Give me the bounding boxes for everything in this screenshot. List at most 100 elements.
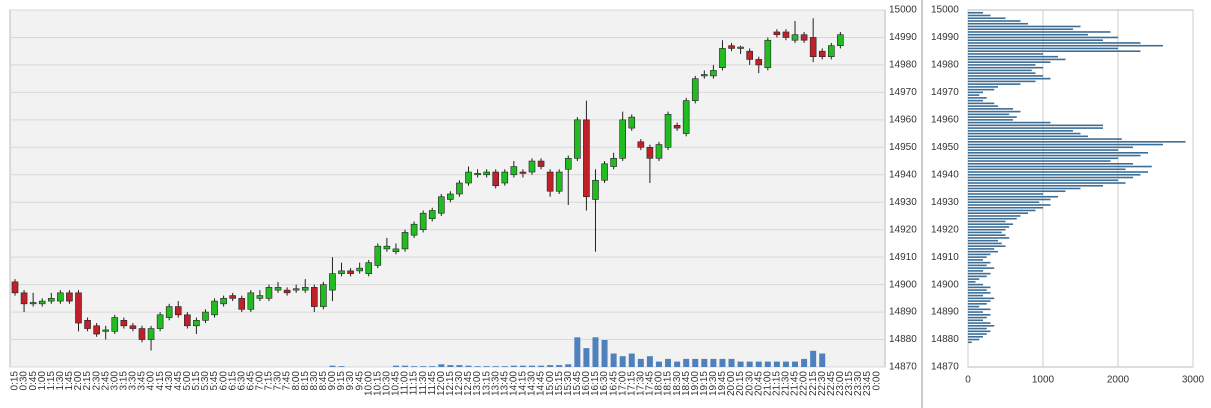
candle-body <box>211 300 218 316</box>
candle-body <box>682 100 690 134</box>
x-tick-label: 20:45 <box>753 371 764 396</box>
profile-bar <box>968 171 1148 173</box>
profile-bar <box>968 88 995 91</box>
volume-bar <box>819 353 826 367</box>
x-tick-label: 6:00 <box>218 371 229 391</box>
profile-y-tick-label: 14950 <box>931 142 959 153</box>
candle-body <box>401 232 409 250</box>
profile-bar <box>968 157 1118 160</box>
volume-bar <box>556 365 563 367</box>
x-tick-label: 2000 <box>1107 375 1130 386</box>
y-tick-label: 14890 <box>889 307 917 318</box>
candle-body <box>601 163 608 181</box>
y-tick-label: 14940 <box>889 169 917 180</box>
x-tick-label: 18:30 <box>672 371 683 396</box>
x-tick-label: 2:00 <box>73 371 84 391</box>
candle-body <box>664 114 672 148</box>
volume-bar <box>755 361 762 367</box>
candle-body <box>383 245 391 250</box>
x-tick-label: 12:15 <box>445 371 456 396</box>
profile-bar <box>968 275 987 278</box>
profile-bar <box>968 86 998 88</box>
x-tick-label: 11:00 <box>400 371 411 396</box>
candle-body <box>129 325 137 329</box>
x-tick-label: 5:00 <box>182 371 193 391</box>
volume-bar <box>646 356 653 367</box>
candle-body <box>564 157 572 170</box>
volume-bar <box>792 361 799 367</box>
profile-bar <box>968 261 991 264</box>
candle-body <box>156 314 164 329</box>
x-tick-label: 7:45 <box>282 371 293 391</box>
profile-bar <box>968 190 1066 193</box>
x-tick-label: 1:45 <box>64 371 75 391</box>
x-tick-label: 10:45 <box>391 371 402 396</box>
volume-bar <box>710 358 717 367</box>
candle-body <box>483 171 490 176</box>
profile-bar <box>968 113 1010 116</box>
x-tick-label: 5:45 <box>209 371 220 391</box>
profile-bar <box>968 25 1081 28</box>
candle-body <box>728 45 735 49</box>
candle-body <box>274 287 282 291</box>
candle-body <box>392 248 400 252</box>
profile-bar <box>968 289 987 291</box>
x-tick-label: 2:45 <box>100 371 111 391</box>
profile-bar <box>968 17 1006 20</box>
profile-y-tick-label: 15000 <box>931 5 959 16</box>
profile-bar <box>968 55 1058 58</box>
y-tick-label: 14980 <box>889 60 917 71</box>
profile-bar <box>968 341 972 344</box>
profile-bar <box>968 173 1141 176</box>
candle-body <box>11 281 19 294</box>
candle-body <box>301 287 309 291</box>
profile-bar <box>968 217 1017 220</box>
x-tick-label: 13:45 <box>499 371 510 396</box>
volume-bar <box>456 365 463 367</box>
candle-body <box>646 147 654 159</box>
volume-bar <box>746 361 753 367</box>
x-tick-label: 23:00 <box>835 371 846 396</box>
profile-bar <box>968 322 991 324</box>
profile-bar <box>968 325 995 327</box>
x-tick-label: 23:30 <box>853 371 864 396</box>
candle-body <box>637 141 645 148</box>
volume-bar <box>764 361 771 367</box>
volume-bar <box>801 358 808 367</box>
volume-bar <box>737 361 744 367</box>
profile-bar <box>968 50 1141 52</box>
profile-bar <box>968 267 995 269</box>
volume-bar <box>411 366 418 367</box>
volume-bar <box>329 365 336 367</box>
x-tick-label: 17:00 <box>617 371 628 396</box>
candle-body <box>111 317 119 332</box>
profile-bar <box>968 272 991 275</box>
volume-bar <box>665 358 672 367</box>
candle-body <box>374 245 382 266</box>
profile-bar <box>968 162 1133 165</box>
y-tick-label: 14930 <box>889 197 917 208</box>
profile-bar <box>968 179 1118 182</box>
profile-bar <box>968 259 983 261</box>
candle-body <box>492 171 500 187</box>
profile-bar <box>968 316 987 319</box>
profile-bar <box>968 36 1118 39</box>
candle-body <box>20 292 28 305</box>
profile-bar <box>968 75 1043 77</box>
profile-bar <box>968 187 1081 190</box>
profile-bar <box>968 124 1103 127</box>
profile-bar <box>968 335 983 338</box>
x-tick-label: 0 <box>965 375 971 386</box>
x-tick-label: 23:15 <box>844 371 855 396</box>
profile-bar <box>968 154 1141 157</box>
candle-body <box>229 295 236 299</box>
profile-bar <box>968 242 1002 245</box>
candle-body <box>764 39 772 68</box>
profile-bar <box>968 146 1133 149</box>
y-tick-label: 14900 <box>889 279 917 290</box>
x-tick-label: 19:30 <box>708 371 719 396</box>
x-tick-label: 9:45 <box>354 371 365 391</box>
volume-bar <box>610 353 617 367</box>
profile-bar <box>968 14 991 17</box>
profile-bar <box>968 300 991 302</box>
